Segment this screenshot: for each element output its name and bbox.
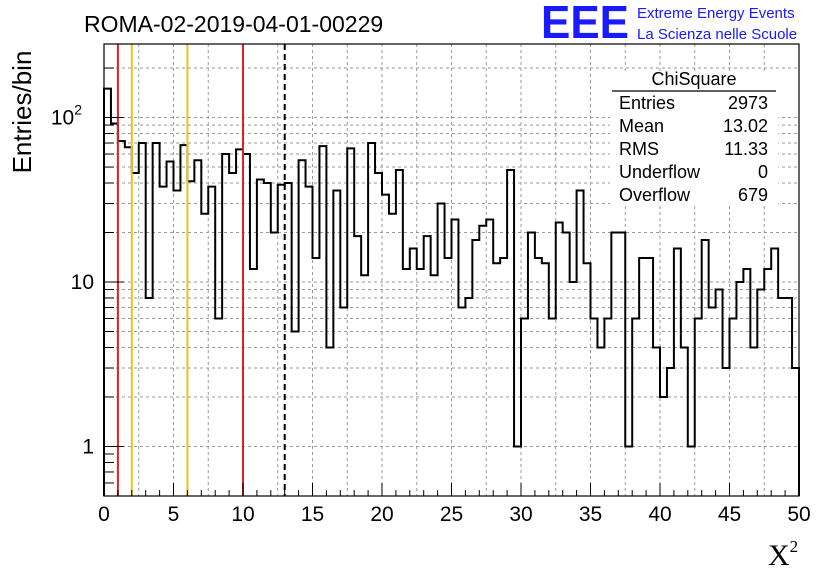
x-axis-label: X2: [768, 537, 798, 572]
stats-row-label: RMS: [619, 139, 659, 159]
stats-row-value: 0: [758, 162, 768, 182]
chart-title: ROMA-02-2019-04-01-00229: [84, 11, 383, 37]
x-tick-label: 0: [98, 503, 110, 526]
x-tick-label: 30: [509, 503, 532, 526]
y-tick-label: 102: [51, 102, 82, 130]
y-tick-label: 1: [82, 435, 94, 458]
x-tick-label: 40: [648, 503, 671, 526]
eee-logo: EEE Extreme Energy Events La Scienza nel…: [541, 0, 797, 48]
y-axis-label: Entries/bin: [7, 51, 37, 174]
x-axis-label-base: X: [768, 539, 790, 572]
stats-box: ChiSquare Entries 2973 Mean 13.02 RMS 11.33 Un…: [610, 69, 778, 206]
x-tick-label: 20: [370, 503, 393, 526]
eee-logo-line2: La Scienza nelle Scuole: [637, 26, 797, 43]
stats-row-value: 2973: [728, 93, 768, 113]
x-tick-label: 5: [168, 503, 180, 526]
x-tick-label: 45: [718, 503, 741, 526]
eee-logo-text: EEE: [541, 0, 629, 48]
stats-row-label: Mean: [619, 116, 664, 136]
stats-box-title: ChiSquare: [651, 69, 736, 89]
stats-row-value: 679: [738, 185, 768, 205]
x-tick-label: 25: [440, 503, 463, 526]
x-tick-label: 35: [579, 503, 602, 526]
stats-row-value: 11.33: [724, 139, 768, 159]
x-tick-label: 10: [231, 503, 254, 526]
histogram-outline: [103, 87, 800, 496]
stats-box-background: [610, 72, 778, 206]
y-tick-label: 10: [71, 271, 94, 294]
x-axis-label-superscript: 2: [790, 537, 799, 556]
reference-lines: [116, 44, 286, 496]
stats-row-label: Entries: [619, 93, 675, 113]
y-tick-label-base: 10: [51, 107, 74, 130]
x-tick-label: 15: [301, 503, 324, 526]
grid-lines: [104, 44, 799, 496]
stats-rows: Entries 2973 Mean 13.02 RMS 11.33 Underflow 0 Ov…: [619, 93, 768, 205]
stats-row-label: Overflow: [619, 185, 691, 205]
stats-row-label: Underflow: [619, 162, 701, 182]
stats-row-value: 13.02: [723, 116, 768, 136]
y-tick-label-exponent: 2: [74, 102, 82, 118]
eee-logo-line1: Extreme Energy Events: [637, 5, 795, 22]
x-tick-label: 50: [787, 503, 810, 526]
